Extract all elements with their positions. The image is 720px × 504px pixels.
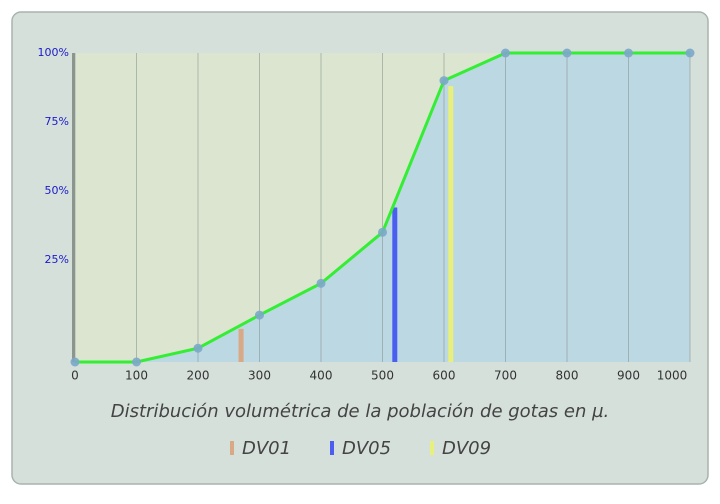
x-tick-label: 1000 — [657, 369, 688, 383]
x-tick-label: 600 — [433, 369, 456, 383]
x-tick-label: 700 — [494, 369, 517, 383]
point — [439, 76, 449, 86]
legend-swatch — [230, 441, 234, 455]
x-axis-label: Distribución volumétrica de la población… — [111, 401, 610, 422]
area — [75, 53, 690, 362]
dv-bar — [238, 328, 244, 362]
x-tick-label: 900 — [617, 369, 640, 383]
y-tick-label: 50% — [45, 184, 69, 197]
x-tick-label: 800 — [556, 369, 579, 383]
point — [685, 48, 695, 58]
point — [255, 310, 264, 320]
y-tick-label: 25% — [45, 253, 69, 266]
point — [624, 48, 633, 58]
x-tick-label: 200 — [187, 369, 210, 383]
point — [378, 227, 387, 237]
legend-label: DV09 — [442, 438, 491, 459]
x-tick-label: 400 — [310, 369, 333, 383]
y-tick-label: 100% — [38, 46, 69, 59]
y-axis — [72, 53, 75, 362]
x-tick-label: 300 — [248, 369, 271, 383]
x-tick-label: 0 — [71, 369, 79, 383]
point — [501, 48, 510, 58]
y-tick-label: 75% — [45, 115, 69, 128]
point — [316, 278, 326, 288]
point — [70, 357, 80, 367]
x-tick-label: 100 — [125, 369, 148, 383]
point — [562, 48, 572, 58]
dv-bar — [448, 86, 454, 362]
dv-bar — [392, 207, 398, 362]
point — [132, 357, 141, 367]
legend-label: DV01 — [242, 438, 291, 459]
point — [193, 343, 203, 353]
legend-swatch — [430, 441, 434, 455]
legend-label: DV05 — [342, 438, 391, 459]
legend-swatch — [330, 441, 334, 455]
x-tick-label: 500 — [371, 369, 394, 383]
